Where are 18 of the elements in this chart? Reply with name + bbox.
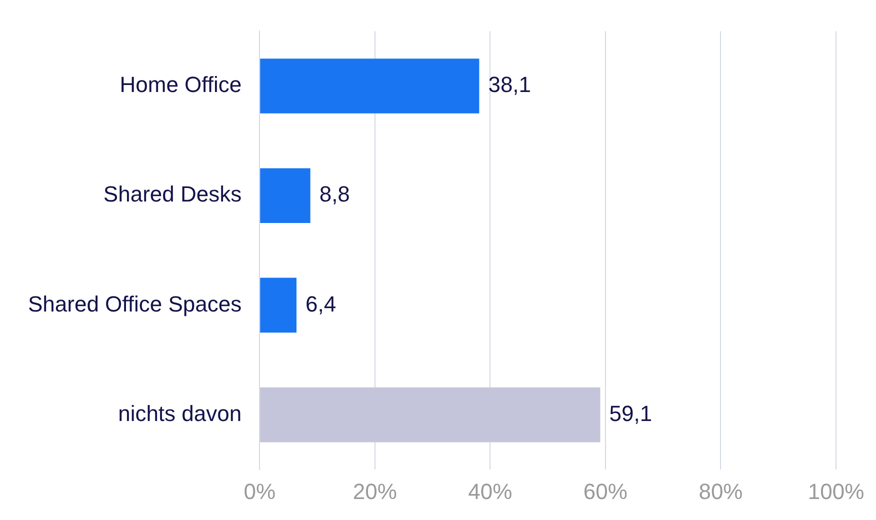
data-label: 38,1	[488, 72, 532, 98]
bar	[260, 278, 296, 333]
x-tick-label: 60%	[583, 478, 628, 504]
bar	[260, 168, 310, 223]
data-label: 8,8	[319, 182, 350, 207]
y-tick-label: nichts davon	[118, 400, 242, 426]
y-tick-label: Home Office	[120, 72, 242, 98]
x-tick-label: 40%	[468, 478, 512, 504]
bar	[260, 387, 600, 442]
x-tick-label: 100%	[808, 478, 864, 504]
data-label: 6,4	[305, 291, 336, 316]
x-tick-label: 0%	[244, 478, 276, 504]
y-tick-label: Shared Office Spaces	[28, 291, 242, 316]
x-tick-label: 20%	[352, 478, 397, 504]
y-tick-label: Shared Desks	[103, 182, 242, 207]
data-label: 59,1	[609, 400, 652, 426]
x-tick-label: 80%	[698, 478, 743, 504]
bar	[260, 58, 480, 114]
